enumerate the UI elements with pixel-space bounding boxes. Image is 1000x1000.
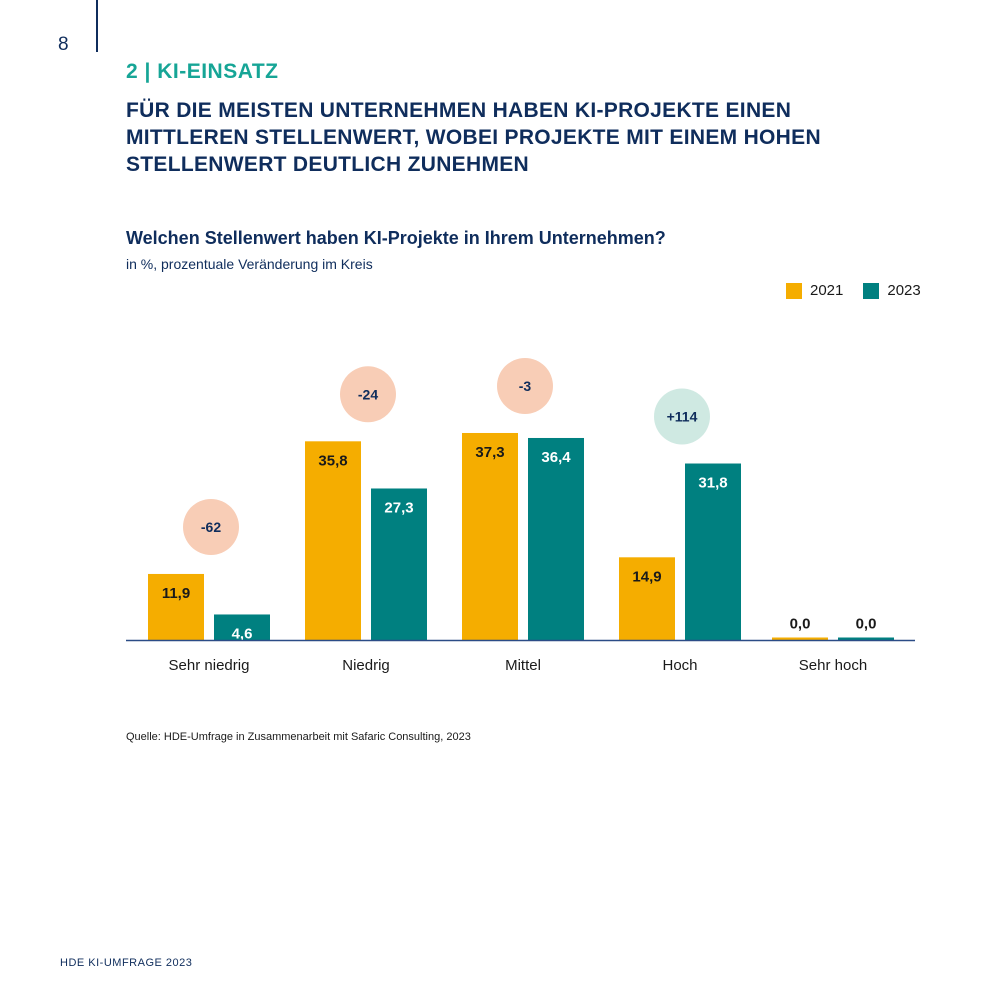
bar-2023-3 (685, 463, 741, 640)
change-label-1: -24 (358, 386, 378, 402)
change-label-3: +114 (667, 409, 698, 425)
data-label-2021-3: 14,9 (632, 568, 661, 585)
bar-2023-0 (214, 614, 270, 640)
chart-legend: 2021 2023 (786, 282, 921, 299)
data-label-2021-2: 37,3 (475, 444, 504, 461)
chart-title: Welchen Stellenwert haben KI-Projekte in… (126, 228, 666, 248)
category-label-4: Sehr hoch (799, 657, 867, 674)
legend-item-2023: 2023 (863, 282, 921, 299)
bar-2021-0 (148, 573, 204, 640)
legend-swatch-2021 (786, 282, 802, 299)
data-label-2023-0: 4,6 (232, 625, 253, 642)
data-label-2021-4: 0,0 (790, 616, 811, 633)
legend-label-2021: 2021 (810, 282, 844, 299)
page-rule (96, 0, 98, 52)
bar-2023-2 (528, 437, 584, 640)
legend-item-2021: 2021 (786, 282, 843, 299)
bar-2021-4 (772, 637, 828, 640)
change-circle-1 (340, 366, 396, 423)
change-circle-3 (654, 388, 710, 445)
category-label-1: Niedrig (342, 657, 390, 674)
bar-chart: 11,9 4,6 -62 Sehr niedrig 35,8 27,3 -24 Niedrig… (126, 357, 915, 674)
data-label-2023-4: 0,0 (856, 616, 877, 633)
footer-label: HDE KI-UMFRAGE 2023 (60, 957, 193, 969)
change-label-0: -62 (201, 519, 221, 535)
data-label-2021-1: 35,8 (318, 452, 347, 469)
bar-2023-4 (838, 637, 894, 640)
bar-2023-1 (371, 488, 427, 640)
page-number: 8 (58, 34, 69, 55)
headline: FÜR DIE MEISTEN UNTERNEHMEN HABEN KI-PRO… (126, 99, 821, 176)
category-label-2: Mittel (505, 657, 541, 674)
bar-2021-2 (462, 432, 518, 640)
source-note: Quelle: HDE-Umfrage in Zusammenarbeit mi… (126, 731, 471, 743)
data-label-2023-3: 31,8 (698, 475, 727, 492)
legend-swatch-2023 (863, 282, 880, 299)
chart-subtitle: in %, prozentuale Veränderung im Kreis (126, 256, 373, 272)
legend-label-2023: 2023 (887, 282, 921, 299)
data-label-2023-1: 27,3 (384, 499, 413, 516)
category-label-3: Hoch (662, 657, 697, 674)
change-label-2: -3 (519, 378, 532, 394)
data-label-2021-0: 11,9 (162, 585, 190, 602)
change-circle-2 (497, 357, 553, 414)
bar-2021-1 (305, 441, 361, 640)
bar-2021-3 (619, 557, 675, 640)
category-label-0: Sehr niedrig (169, 657, 250, 674)
data-label-2023-2: 36,4 (541, 449, 571, 466)
section-label: 2 | KI-EINSATZ (126, 60, 279, 83)
change-circle-0 (183, 498, 239, 555)
